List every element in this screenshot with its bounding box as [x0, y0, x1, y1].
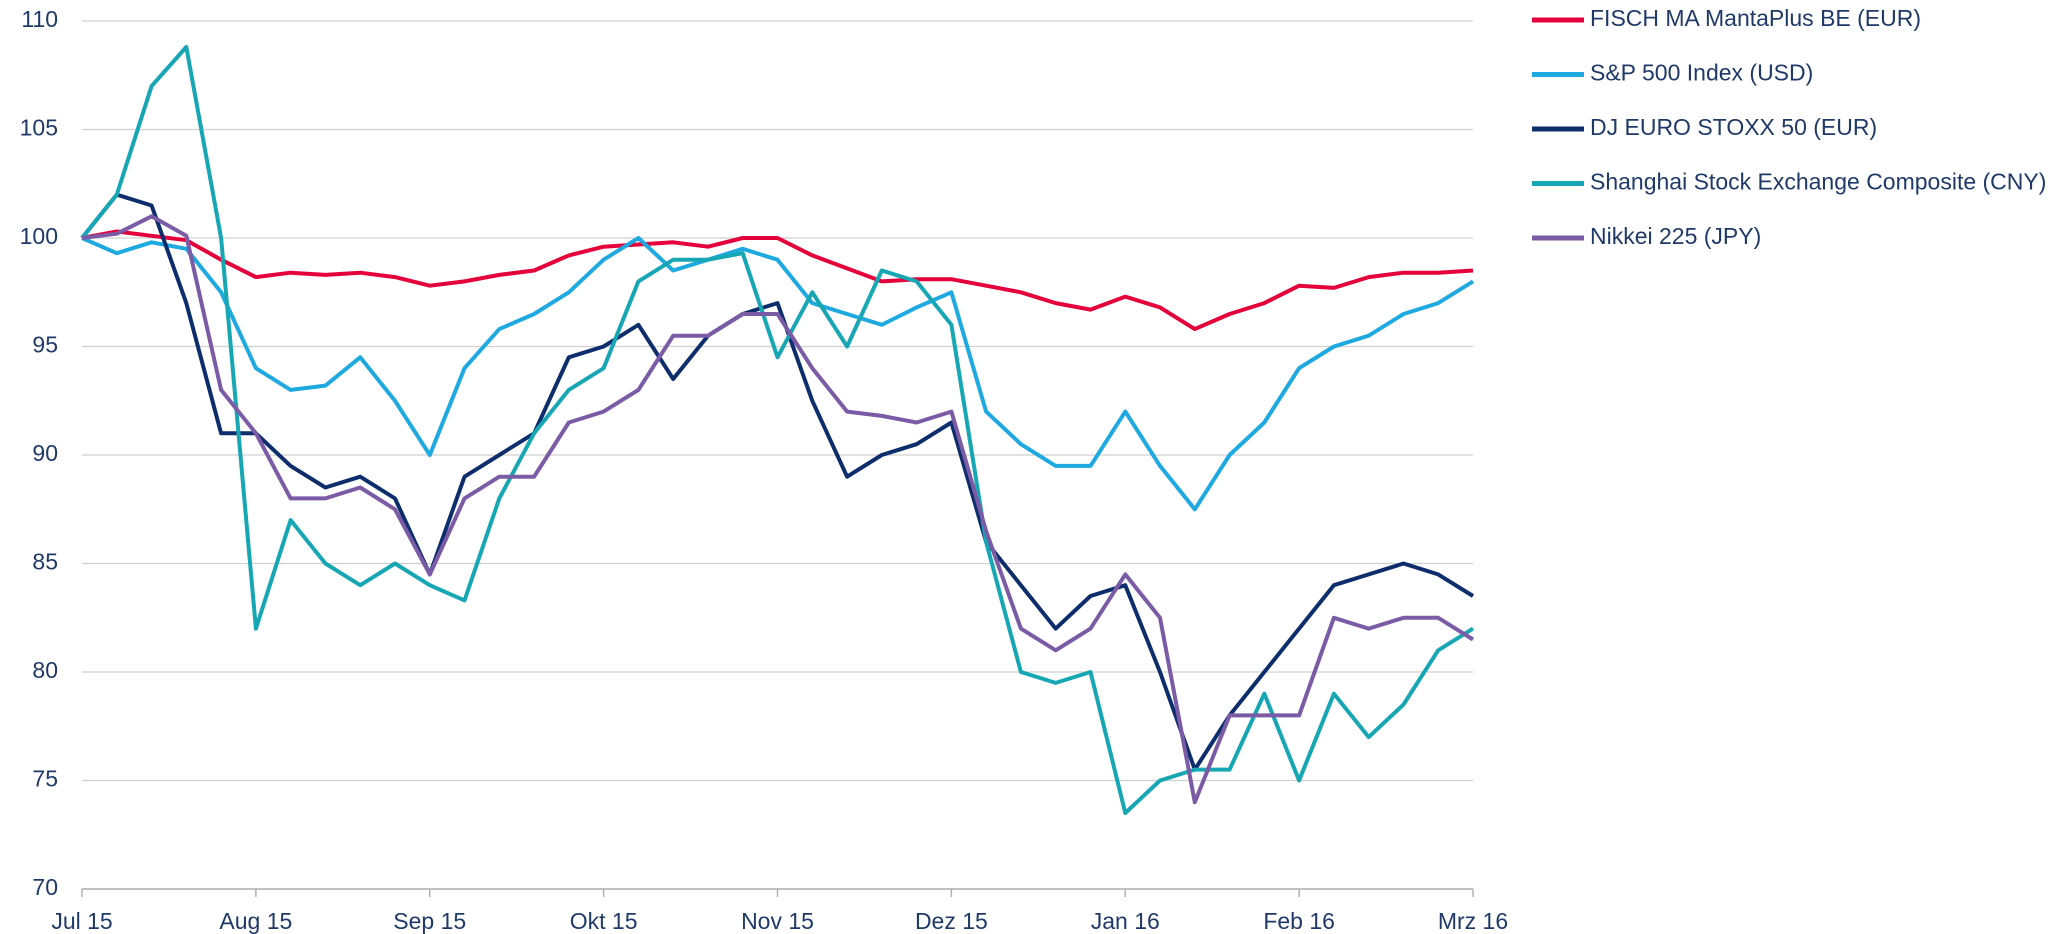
series-line: [81, 214, 1475, 805]
y-tick-label: 110: [21, 6, 58, 32]
y-tick-label: 85: [32, 549, 58, 575]
series-line: [81, 236, 1475, 512]
x-tick-label: Jul 15: [51, 908, 112, 934]
x-tick-label: Dez 15: [915, 908, 988, 934]
x-tick-label: Jan 16: [1091, 908, 1160, 934]
y-tick-label: 105: [20, 115, 58, 141]
y-tick-label: 100: [20, 223, 58, 249]
y-tick-label: 90: [32, 440, 58, 466]
x-tick-label: Nov 15: [741, 908, 814, 934]
x-tick-label: Mrz 16: [1438, 908, 1508, 934]
x-tick-label: Aug 15: [219, 908, 292, 934]
legend-label: Shanghai Stock Exchange Composite (CNY): [1590, 169, 2046, 195]
legend-label: DJ EURO STOXX 50 (EUR): [1590, 114, 1877, 140]
series-line: [80, 192, 1475, 772]
y-tick-label: 70: [32, 874, 58, 900]
series-line: [81, 229, 1474, 332]
y-tick-label: 75: [32, 766, 58, 792]
x-tick-label: Okt 15: [570, 908, 638, 934]
legend-label: Nikkei 225 (JPY): [1590, 223, 1761, 249]
legend-label: FISCH MA MantaPlus BE (EUR): [1590, 5, 1921, 31]
y-tick-label: 95: [32, 332, 58, 358]
x-tick-label: Feb 16: [1263, 908, 1335, 934]
y-tick-label: 80: [32, 657, 58, 683]
legend-label: S&P 500 Index (USD): [1590, 60, 1813, 86]
x-tick-label: Sep 15: [393, 908, 466, 934]
series-line: [80, 45, 1475, 815]
